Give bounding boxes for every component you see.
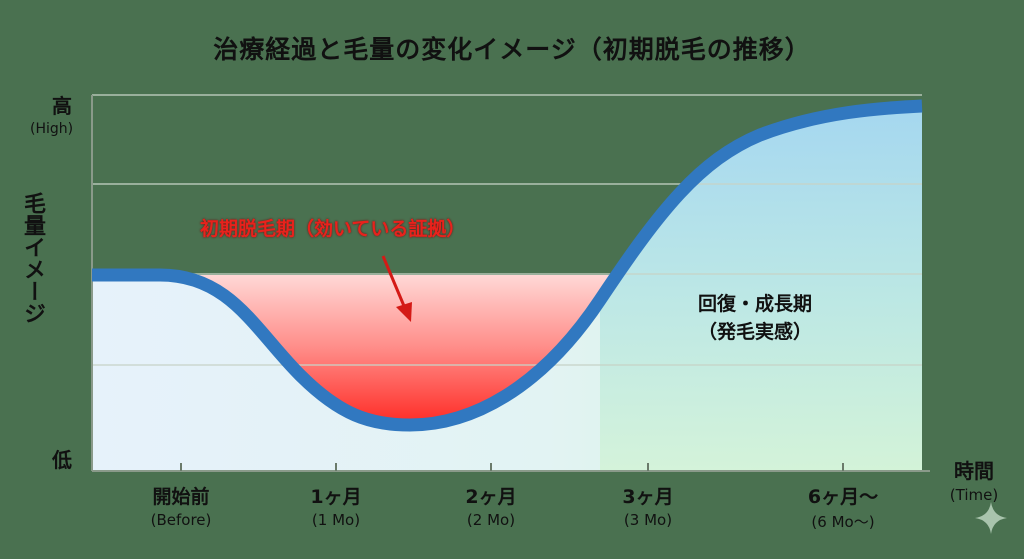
y-axis-title: 毛量イメージ bbox=[20, 192, 45, 324]
y-axis-high-label: 高 bbox=[52, 94, 72, 118]
x-ticks bbox=[180, 463, 844, 471]
x-tick-label: 2ヶ月 bbox=[465, 486, 517, 508]
gridlines bbox=[92, 94, 922, 366]
x-tick-label: 3ヶ月 bbox=[622, 486, 674, 508]
x-axis-title-en: (Time) bbox=[949, 486, 999, 504]
recovery-annotation-line2: （発毛実感） bbox=[697, 321, 812, 343]
hair-volume-curve bbox=[92, 99, 923, 432]
x-axis-title: 時間 (Time) bbox=[938, 455, 1010, 504]
x-tick-label: 開始前 bbox=[152, 486, 210, 508]
shedding-annotation: 初期脱毛期（効いている証拠） bbox=[200, 218, 466, 240]
sparkle-icon bbox=[975, 502, 1007, 534]
x-tick-label: 6ヶ月〜 bbox=[807, 486, 879, 508]
x-tick-sublabel: (2 Mo) bbox=[466, 511, 516, 529]
x-tick-before: 開始前 (Before) bbox=[111, 482, 251, 529]
x-tick-sublabel: (3 Mo) bbox=[623, 511, 673, 529]
x-tick-label: 1ヶ月 bbox=[310, 486, 362, 508]
x-tick-1mo: 1ヶ月 (1 Mo) bbox=[266, 482, 406, 529]
x-tick-6mo: 6ヶ月〜 (6 Mo〜) bbox=[773, 482, 913, 532]
x-tick-2mo: 2ヶ月 (2 Mo) bbox=[421, 482, 561, 529]
x-tick-3mo: 3ヶ月 (3 Mo) bbox=[578, 482, 718, 529]
x-tick-sublabel: (Before) bbox=[150, 511, 212, 529]
x-tick-sublabel: (1 Mo) bbox=[311, 511, 361, 529]
y-axis-low-label: 低 bbox=[52, 448, 72, 472]
shedding-arrow-icon bbox=[381, 255, 412, 322]
recovery-annotation: 回復・成長期 （発毛実感） bbox=[660, 290, 850, 346]
y-axis-high-en-label: (High) bbox=[30, 121, 74, 137]
chart-title: 治療経過と毛量の変化イメージ（初期脱毛の推移） bbox=[213, 35, 811, 64]
x-axis-title-label: 時間 bbox=[954, 459, 994, 483]
recovery-annotation-line1: 回復・成長期 bbox=[697, 293, 812, 315]
x-tick-sublabel: (6 Mo〜) bbox=[811, 513, 875, 531]
